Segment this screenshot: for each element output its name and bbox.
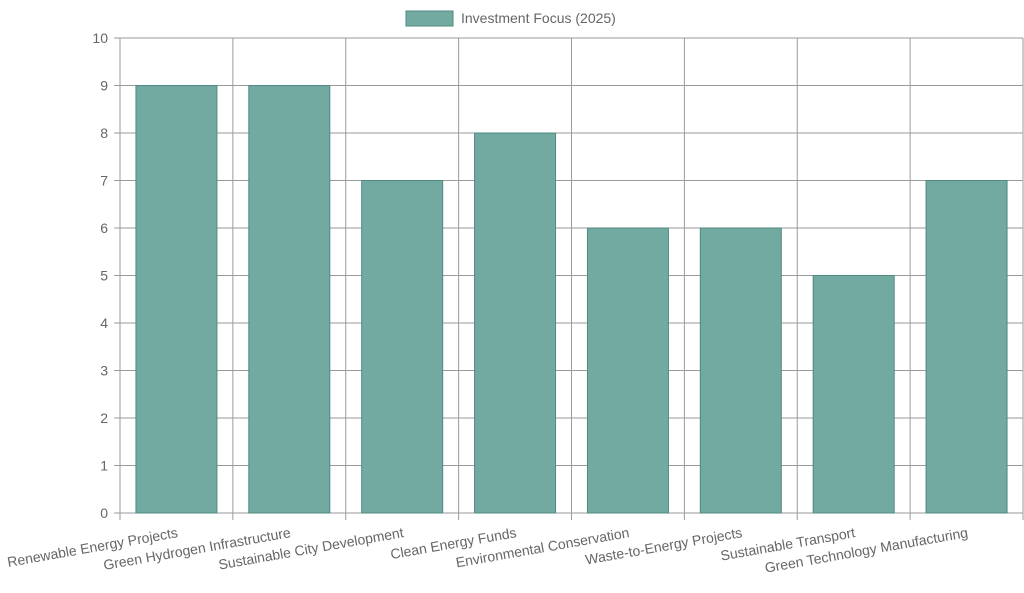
bars — [135, 85, 1008, 514]
bar[interactable] — [925, 180, 1008, 514]
bar[interactable] — [248, 85, 331, 514]
y-tick-label: 10 — [92, 30, 108, 46]
y-tick-label: 5 — [100, 268, 108, 284]
y-tick-label: 2 — [100, 410, 108, 426]
y-axis-tick-labels: 0 1 2 3 4 5 6 7 8 9 10 — [92, 30, 108, 521]
y-tick-label: 9 — [100, 78, 108, 94]
y-tick-label: 1 — [100, 458, 108, 474]
y-tick-label: 3 — [100, 363, 108, 379]
legend[interactable]: Investment Focus (2025) — [405, 10, 616, 27]
bar[interactable] — [135, 85, 218, 514]
legend-swatch — [405, 10, 454, 27]
bar[interactable] — [699, 227, 782, 514]
y-tick-label: 8 — [100, 125, 108, 141]
legend-label: Investment Focus (2025) — [461, 10, 616, 26]
y-tick-label: 6 — [100, 220, 108, 236]
bar[interactable] — [812, 275, 895, 514]
bar[interactable] — [586, 227, 669, 514]
y-tick-label: 7 — [100, 173, 108, 189]
y-tick-label: 0 — [100, 505, 108, 521]
bar[interactable] — [361, 180, 444, 514]
y-tick-label: 4 — [100, 315, 108, 331]
bar[interactable] — [474, 132, 557, 514]
